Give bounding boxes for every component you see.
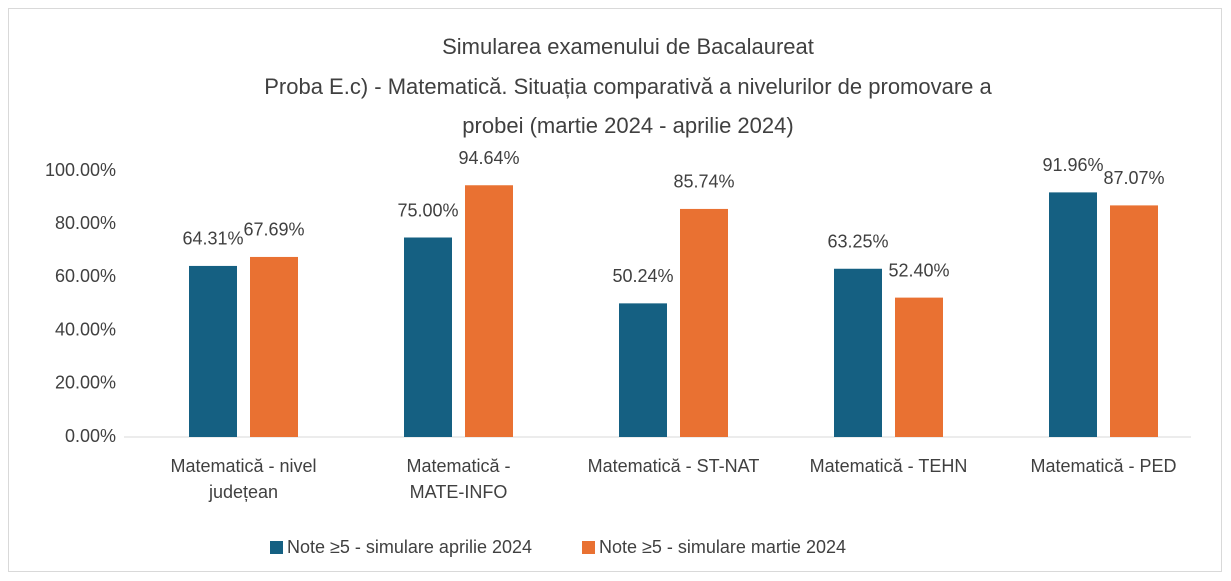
bar xyxy=(619,303,667,437)
chart-title: Proba E.c) - Matematică. Situația compar… xyxy=(264,74,992,99)
data-label: 91.96% xyxy=(1042,155,1103,175)
data-label: 64.31% xyxy=(182,229,243,249)
legend-swatch xyxy=(582,541,595,554)
chart-title: Simularea examenului de Bacalaureat xyxy=(442,34,814,59)
data-label: 63.25% xyxy=(827,232,888,252)
bar xyxy=(680,208,728,437)
bar xyxy=(895,297,943,437)
data-label: 87.07% xyxy=(1103,168,1164,188)
data-label: 85.74% xyxy=(673,172,734,192)
x-tick-label: Matematică - TEHN xyxy=(810,456,968,476)
y-tick-label: 0.00% xyxy=(65,426,116,446)
bar xyxy=(189,265,237,437)
data-label: 75.00% xyxy=(397,200,458,220)
y-tick-label: 100.00% xyxy=(45,160,116,180)
bar xyxy=(1049,192,1097,437)
bar xyxy=(404,237,452,437)
data-label: 52.40% xyxy=(888,260,949,280)
data-label: 67.69% xyxy=(243,220,304,240)
bar xyxy=(834,268,882,437)
legend-label: Note ≥5 - simulare martie 2024 xyxy=(599,537,846,557)
data-label: 50.24% xyxy=(612,266,673,286)
bar xyxy=(1110,205,1158,437)
chart-title: probei (martie 2024 - aprilie 2024) xyxy=(462,113,793,138)
y-tick-label: 60.00% xyxy=(55,266,116,286)
x-tick-label: Matematică -MATE-INFO xyxy=(406,456,510,502)
bar xyxy=(250,256,298,437)
x-tick-label: Matematică - PED xyxy=(1030,456,1176,476)
legend-swatch xyxy=(270,541,283,554)
y-tick-label: 40.00% xyxy=(55,319,116,339)
legend-label: Note ≥5 - simulare aprilie 2024 xyxy=(287,537,532,557)
x-tick-label: Matematică - nivel județean xyxy=(170,456,316,502)
y-tick-label: 20.00% xyxy=(55,373,116,393)
bar xyxy=(465,185,513,437)
x-tick-label: Matematică - ST-NAT xyxy=(588,456,760,476)
data-label: 94.64% xyxy=(458,148,519,168)
y-tick-label: 80.00% xyxy=(55,213,116,233)
